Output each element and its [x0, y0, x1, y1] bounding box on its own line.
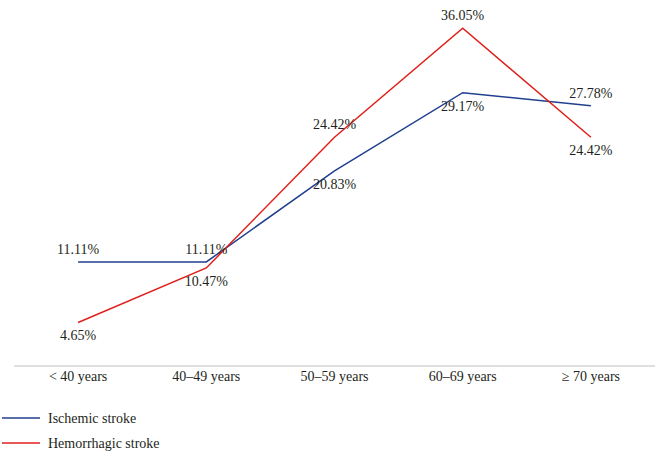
legend-swatch: [2, 417, 40, 419]
data-label: 11.11%: [57, 242, 99, 257]
legend: Ischemic stroke Hemorrhagic stroke: [2, 411, 160, 451]
legend-label: Hemorrhagic stroke: [48, 436, 160, 451]
chart: < 40 years 40–49 years 50–59 years 60–69 ye…: [0, 0, 669, 456]
data-labels: 11.11% 11.11% 20.83% 29.17% 27.78% 4.65% 10.47…: [57, 8, 613, 343]
x-tick-label: ≥ 70 years: [562, 369, 620, 384]
plot-area: [78, 28, 591, 322]
data-label: 29.17%: [441, 99, 485, 114]
x-tick-label: < 40 years: [49, 369, 107, 384]
data-label: 27.78%: [569, 86, 613, 101]
series-line: [78, 93, 591, 262]
data-label: 36.05%: [441, 8, 485, 23]
x-tick-label: 60–69 years: [429, 369, 497, 384]
data-label: 20.83%: [313, 177, 357, 192]
data-label: 10.47%: [185, 274, 229, 289]
chart-container: < 40 years 40–49 years 50–59 years 60–69 ye…: [0, 0, 669, 456]
data-label: 24.42%: [313, 117, 357, 132]
legend-label: Ischemic stroke: [48, 411, 136, 426]
y-range-line: [14, 10, 15, 366]
x-tick-label: 50–59 years: [300, 369, 368, 384]
data-label: 11.11%: [185, 242, 227, 257]
x-tick-label: 40–49 years: [172, 369, 240, 384]
data-label: 24.42%: [569, 143, 613, 158]
data-label: 4.65%: [60, 328, 97, 343]
legend-swatch: [2, 442, 40, 444]
series-line: [78, 28, 591, 322]
x-axis-line: [14, 366, 655, 367]
